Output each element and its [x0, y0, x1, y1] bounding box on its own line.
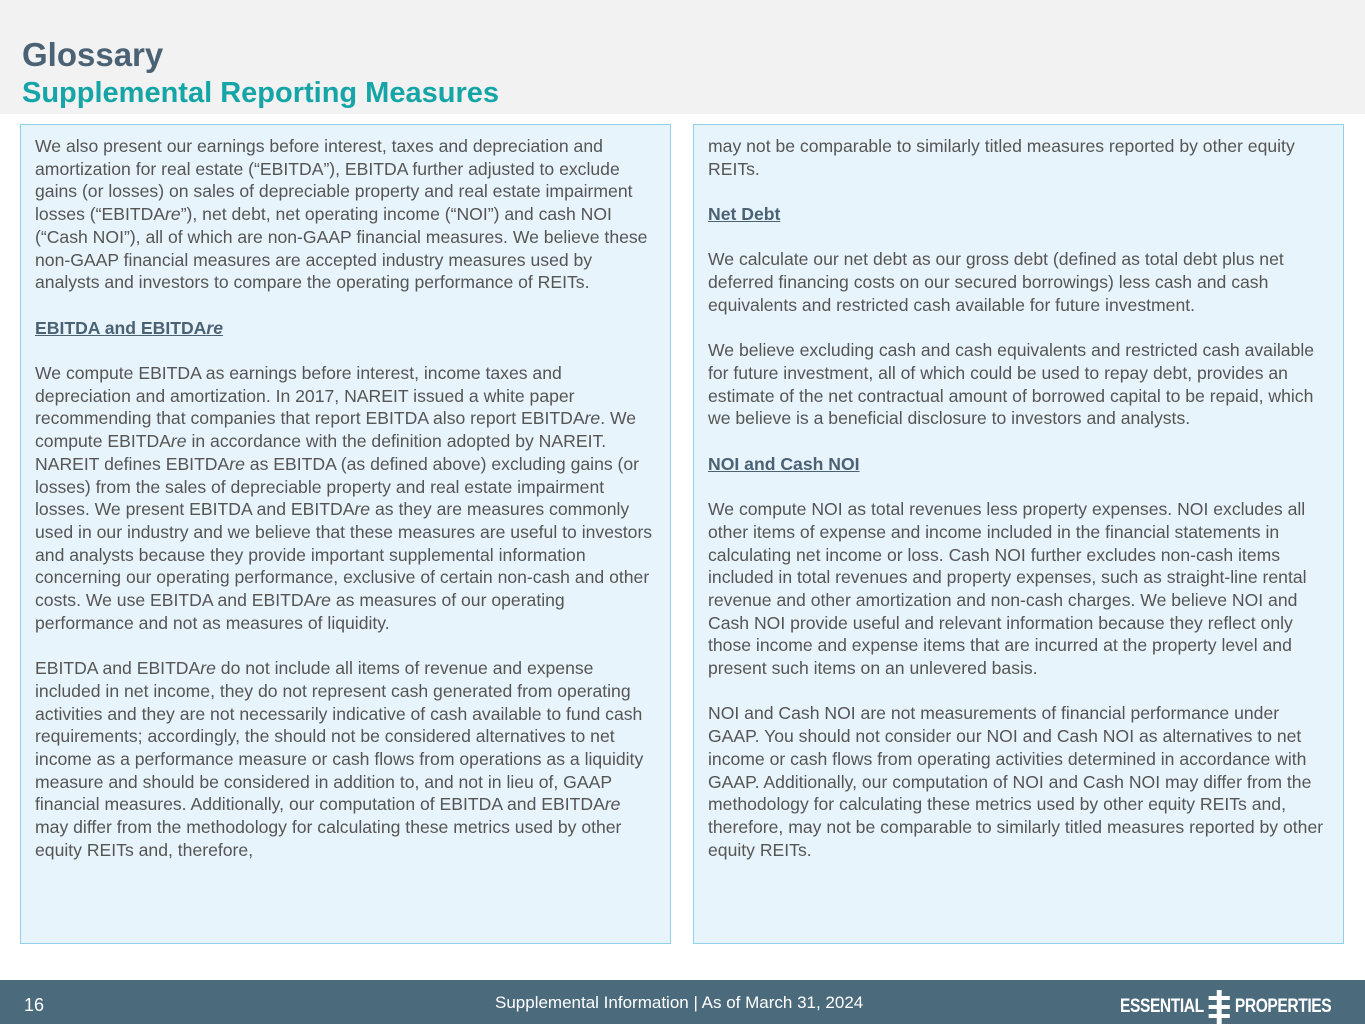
paragraph: We compute NOI as total revenues less pr… [708, 498, 1329, 680]
paragraph: EBITDA and EBITDAre do not include all i… [35, 657, 656, 861]
text-segment: may not be comparable to similarly title… [708, 136, 1295, 179]
text-segment: NOI and Cash NOI are not measurements of… [708, 703, 1324, 860]
text-segment: . We compute EBITDA [35, 408, 637, 452]
text-segment: Net Debt [708, 204, 781, 225]
text-segment: re [315, 590, 331, 611]
text-segment: We compute EBITDA as earnings before int… [35, 363, 585, 429]
text-segment: EBITDA and EBITDA [35, 658, 201, 679]
text-segment: re [200, 658, 216, 679]
paragraph: may not be comparable to similarly title… [708, 135, 1329, 180]
text-segment: re [206, 317, 224, 338]
paragraph: We compute EBITDA as earnings before int… [35, 362, 656, 634]
text-segment: We calculate our net debt as our gross d… [708, 249, 1284, 315]
text-segment: re [229, 453, 245, 474]
section-heading: EBITDA and EBITDAre [35, 317, 656, 340]
text-segment: We believe excluding cash and cash equiv… [708, 340, 1315, 429]
page-subtitle: Supplemental Reporting Measures [22, 77, 499, 109]
paragraph: We also present our earnings before inte… [35, 135, 656, 294]
company-logo: ESSENTIAL PROPERTIES [1120, 990, 1332, 1024]
text-segment: We compute NOI as total revenues less pr… [708, 499, 1307, 679]
logo-mark-icon [1208, 990, 1230, 1024]
right-text-panel: may not be comparable to similarly title… [693, 124, 1344, 944]
page-title: Glossary [22, 36, 164, 73]
section-heading: Net Debt [708, 203, 1329, 226]
text-segment: We also present our earnings before inte… [35, 136, 633, 225]
text-segment: may differ from the methodology for calc… [35, 817, 622, 860]
paragraph: We believe excluding cash and cash equiv… [708, 339, 1329, 430]
paragraph: We calculate our net debt as our gross d… [708, 248, 1329, 316]
text-segment: re [170, 431, 187, 452]
text-segment: NOI and Cash NOI [708, 453, 860, 474]
logo-text-left: ESSENTIAL [1120, 996, 1204, 1017]
text-segment: re [354, 499, 371, 520]
paragraph: NOI and Cash NOI are not measurements of… [708, 702, 1329, 861]
section-heading: NOI and Cash NOI [708, 453, 1329, 476]
page-number: 16 [24, 995, 45, 1015]
logo-text-right: PROPERTIES [1234, 996, 1332, 1017]
text-segment: re [584, 408, 601, 429]
header: Glossary Supplemental Reporting Measures [0, 0, 1365, 114]
text-segment: re [604, 794, 621, 815]
text-segment: ”), net debt, net operating income (“NOI… [35, 204, 648, 293]
left-text-panel: We also present our earnings before inte… [20, 124, 671, 944]
text-segment: EBITDA and EBITDA [35, 317, 207, 338]
text-segment: do not include all items of revenue and … [35, 658, 644, 815]
footer: 16 Supplemental Information | As of Marc… [0, 980, 1365, 1024]
text-segment: as they are measures commonly used in ou… [35, 499, 653, 611]
text-segment: as EBITDA (as defined above) excluding g… [35, 453, 640, 520]
text-segment: in accordance with the definition adopte… [35, 431, 607, 474]
footer-text: Supplemental Information | As of March 3… [495, 993, 864, 1012]
text-segment: re [165, 204, 181, 225]
text-segment: as measures of our operating performance… [35, 590, 565, 633]
